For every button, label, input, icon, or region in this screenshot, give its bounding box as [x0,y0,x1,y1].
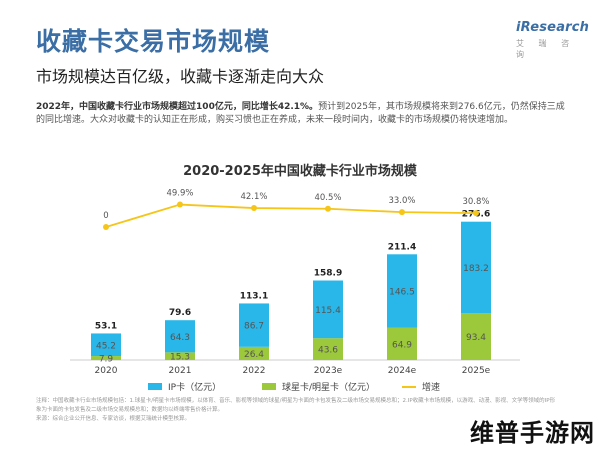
bar-star-2021 [165,352,195,360]
x-tick-label-2023e: 2023e [314,366,343,376]
growth-label-2021: 49.9% [166,189,193,199]
data-label-total-2020: 53.1 [95,321,117,331]
growth-label-2022: 42.1% [240,192,267,202]
data-label-star-2020: 7.9 [99,355,114,365]
data-label-total-2024e: 211.4 [388,242,416,252]
growth-label-2025e: 30.8% [462,197,489,207]
bar-ip-2021 [165,320,195,353]
growth-label-2020: 0 [103,211,108,221]
summary-highlight: 2022年，中国收藏卡行业市场规模超过100亿元，同比增长42.1%。 [36,102,319,112]
footnote-line-2: 来源：综合企业公开信息、专家访谈，根据艾瑞统计模型核算。 [36,416,191,422]
bar-ip-2020 [91,333,121,357]
bar-star-2020 [91,356,121,360]
logo-subtext: 艾 瑞 咨 询 [516,39,576,59]
x-tick-label-2021: 2021 [169,366,192,376]
x-tick-label-2024e: 2024e [388,366,417,376]
bar-star-2023e [313,338,343,360]
growth-point-2023e [325,205,331,212]
growth-line [105,203,477,228]
chart-title: 2020-2025年中国收藏卡行业市场规模 [183,164,417,179]
bar-star-2025e [461,313,491,360]
chart-legend: IP卡（亿元） 球星卡/明星卡（亿元） 增速 [0,380,600,394]
growth-point-2021 [177,201,183,208]
x-tick-label-2022: 2022 [243,366,266,376]
data-label-ip-2022: 86.7 [244,322,264,332]
legend-label-growth: 增速 [422,383,441,393]
summary-paragraph: 2022年，中国收藏卡行业市场规模超过100亿元，同比增长42.1%。预计到20… [36,101,568,127]
data-label-ip-2023e: 115.4 [315,306,341,316]
summary-body: 预计到2025年，其市场规模将来到276.6亿元，仍然保持三成的同比增速。大众对… [36,102,565,125]
data-label-total-2023e: 158.9 [314,269,342,279]
legend-item-growth: 增速 [402,380,440,393]
data-label-ip-2025e: 183.2 [463,264,489,274]
data-label-star-2022: 26.4 [244,350,264,360]
page-subtitle: 市场规模达百亿级，收藏卡逐渐走向大众 [36,67,325,86]
growth-point-2025e [473,210,479,217]
bar-star-2022 [239,346,269,360]
data-label-star-2021: 15.3 [170,353,190,363]
iresearch-logo: iResearch 艾 瑞 咨 询 [516,20,590,60]
footnote-line-1: 注释：中国收藏卡行业市场规模包括：1.球星卡/明星卡市场规模，以体育、音乐、影视… [36,398,556,413]
bar-star-2024e [387,327,417,360]
bar-ip-2024e [387,254,417,328]
legend-swatch-star [262,383,276,390]
x-tick-label-2020: 2020 [95,366,118,376]
x-tick-label-2025e: 2025e [462,366,491,376]
data-label-star-2025e: 93.4 [466,333,486,343]
growth-label-2024e: 33.0% [388,196,415,206]
legend-label-star: 球星卡/明星卡（亿元） [282,383,376,393]
data-label-ip-2021: 64.3 [170,333,190,343]
legend-item-ip: IP卡（亿元） [148,380,221,393]
legend-item-star: 球星卡/明星卡（亿元） [262,380,375,393]
growth-point-2022 [251,205,257,212]
growth-point-2024e [399,209,405,216]
bar-ip-2025e [461,221,491,314]
legend-swatch-growth [402,385,416,388]
data-label-total-2021: 79.6 [169,308,191,318]
legend-label-ip: IP卡（亿元） [168,383,222,393]
logo-text: iResearch [516,20,590,35]
growth-label-2023e: 40.5% [314,193,341,203]
footnote: 注释：中国收藏卡行业市场规模包括：1.球星卡/明星卡市场规模，以体育、音乐、影视… [36,397,556,424]
data-label-ip-2024e: 146.5 [389,287,415,297]
data-label-ip-2020: 45.2 [96,341,116,351]
data-label-star-2024e: 64.9 [392,340,412,350]
data-label-star-2023e: 43.6 [318,346,338,356]
site-watermark: 维普手游网 [470,419,595,447]
legend-swatch-ip [148,383,162,390]
data-label-total-2022: 113.1 [240,291,268,301]
bar-ip-2022 [239,303,269,347]
bar-ip-2023e [313,280,343,339]
growth-point-2020 [103,224,109,230]
page-title: 收藏卡交易市场规模 [36,27,271,56]
